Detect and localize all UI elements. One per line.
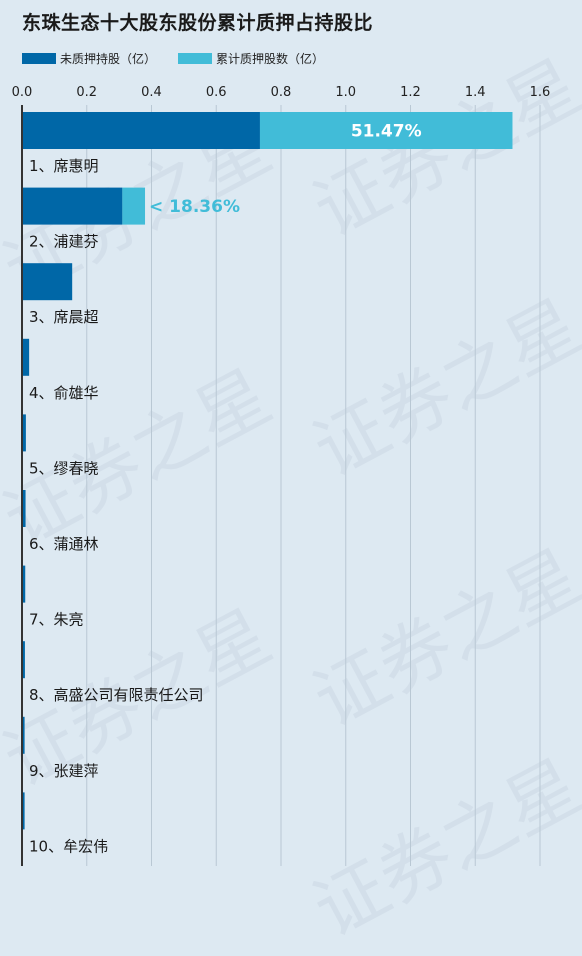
bar-unpledged [22,641,25,679]
bar-unpledged [22,565,26,603]
bar-unpledged [22,112,260,149]
category-label: 4、俞雄华 [29,384,99,402]
bar-unpledged [22,263,73,301]
x-tick-label: 0.4 [141,85,162,100]
legend-swatch-unpledged [22,53,56,64]
bar-unpledged [22,338,30,376]
category-label: 8、高盛公司有限责任公司 [29,686,204,704]
legend: 未质押持股（亿） 累计质押股数（亿） [22,50,346,67]
x-tick-label: 1.4 [465,85,486,100]
bar-unpledged [22,490,26,527]
legend-label-unpledged: 未质押持股（亿） [60,52,157,66]
x-tick-label: 1.0 [335,85,356,100]
x-tick-label: 0.6 [206,85,227,100]
category-label: 7、朱亮 [29,611,84,629]
data-label: < 18.36% [149,197,240,217]
bar-pledged [122,187,146,225]
x-tick-label: 0.2 [76,85,97,100]
category-label: 3、席晨超 [29,308,99,326]
x-tick-label: 0.8 [271,85,292,100]
category-label: 2、浦建芬 [29,233,99,251]
bar-unpledged [22,414,26,452]
legend-item-pledged: 累计质押股数（亿） [178,50,324,67]
legend-item-unpledged: 未质押持股（亿） [22,50,156,67]
bar-chart: 0.0 0.2 0.4 0.6 0.8 1.0 1.2 1.4 1.6 1、席惠明 2、浦建芬 3、席… [12,85,551,866]
x-tick-label: 1.2 [400,85,421,100]
bar-unpledged [22,187,123,225]
legend-swatch-pledged [178,53,213,64]
x-tick-label: 1.6 [530,85,551,100]
bar-pledged [259,112,513,149]
category-label: 6、蒲通林 [29,535,99,553]
data-label: 51.47% [351,122,422,142]
category-label: 5、缪春晓 [29,459,99,477]
category-label: 1、席惠明 [29,157,99,175]
category-label: 10、牟宏伟 [29,837,108,855]
bar-unpledged [22,716,25,754]
legend-label-pledged: 累计质押股数（亿） [216,52,325,66]
category-label: 9、张建萍 [29,762,99,780]
chart-title: 东珠生态十大股东股份累计质押占持股比 [22,12,374,34]
bar-unpledged [22,792,25,830]
x-tick-label: 0.0 [12,85,33,100]
